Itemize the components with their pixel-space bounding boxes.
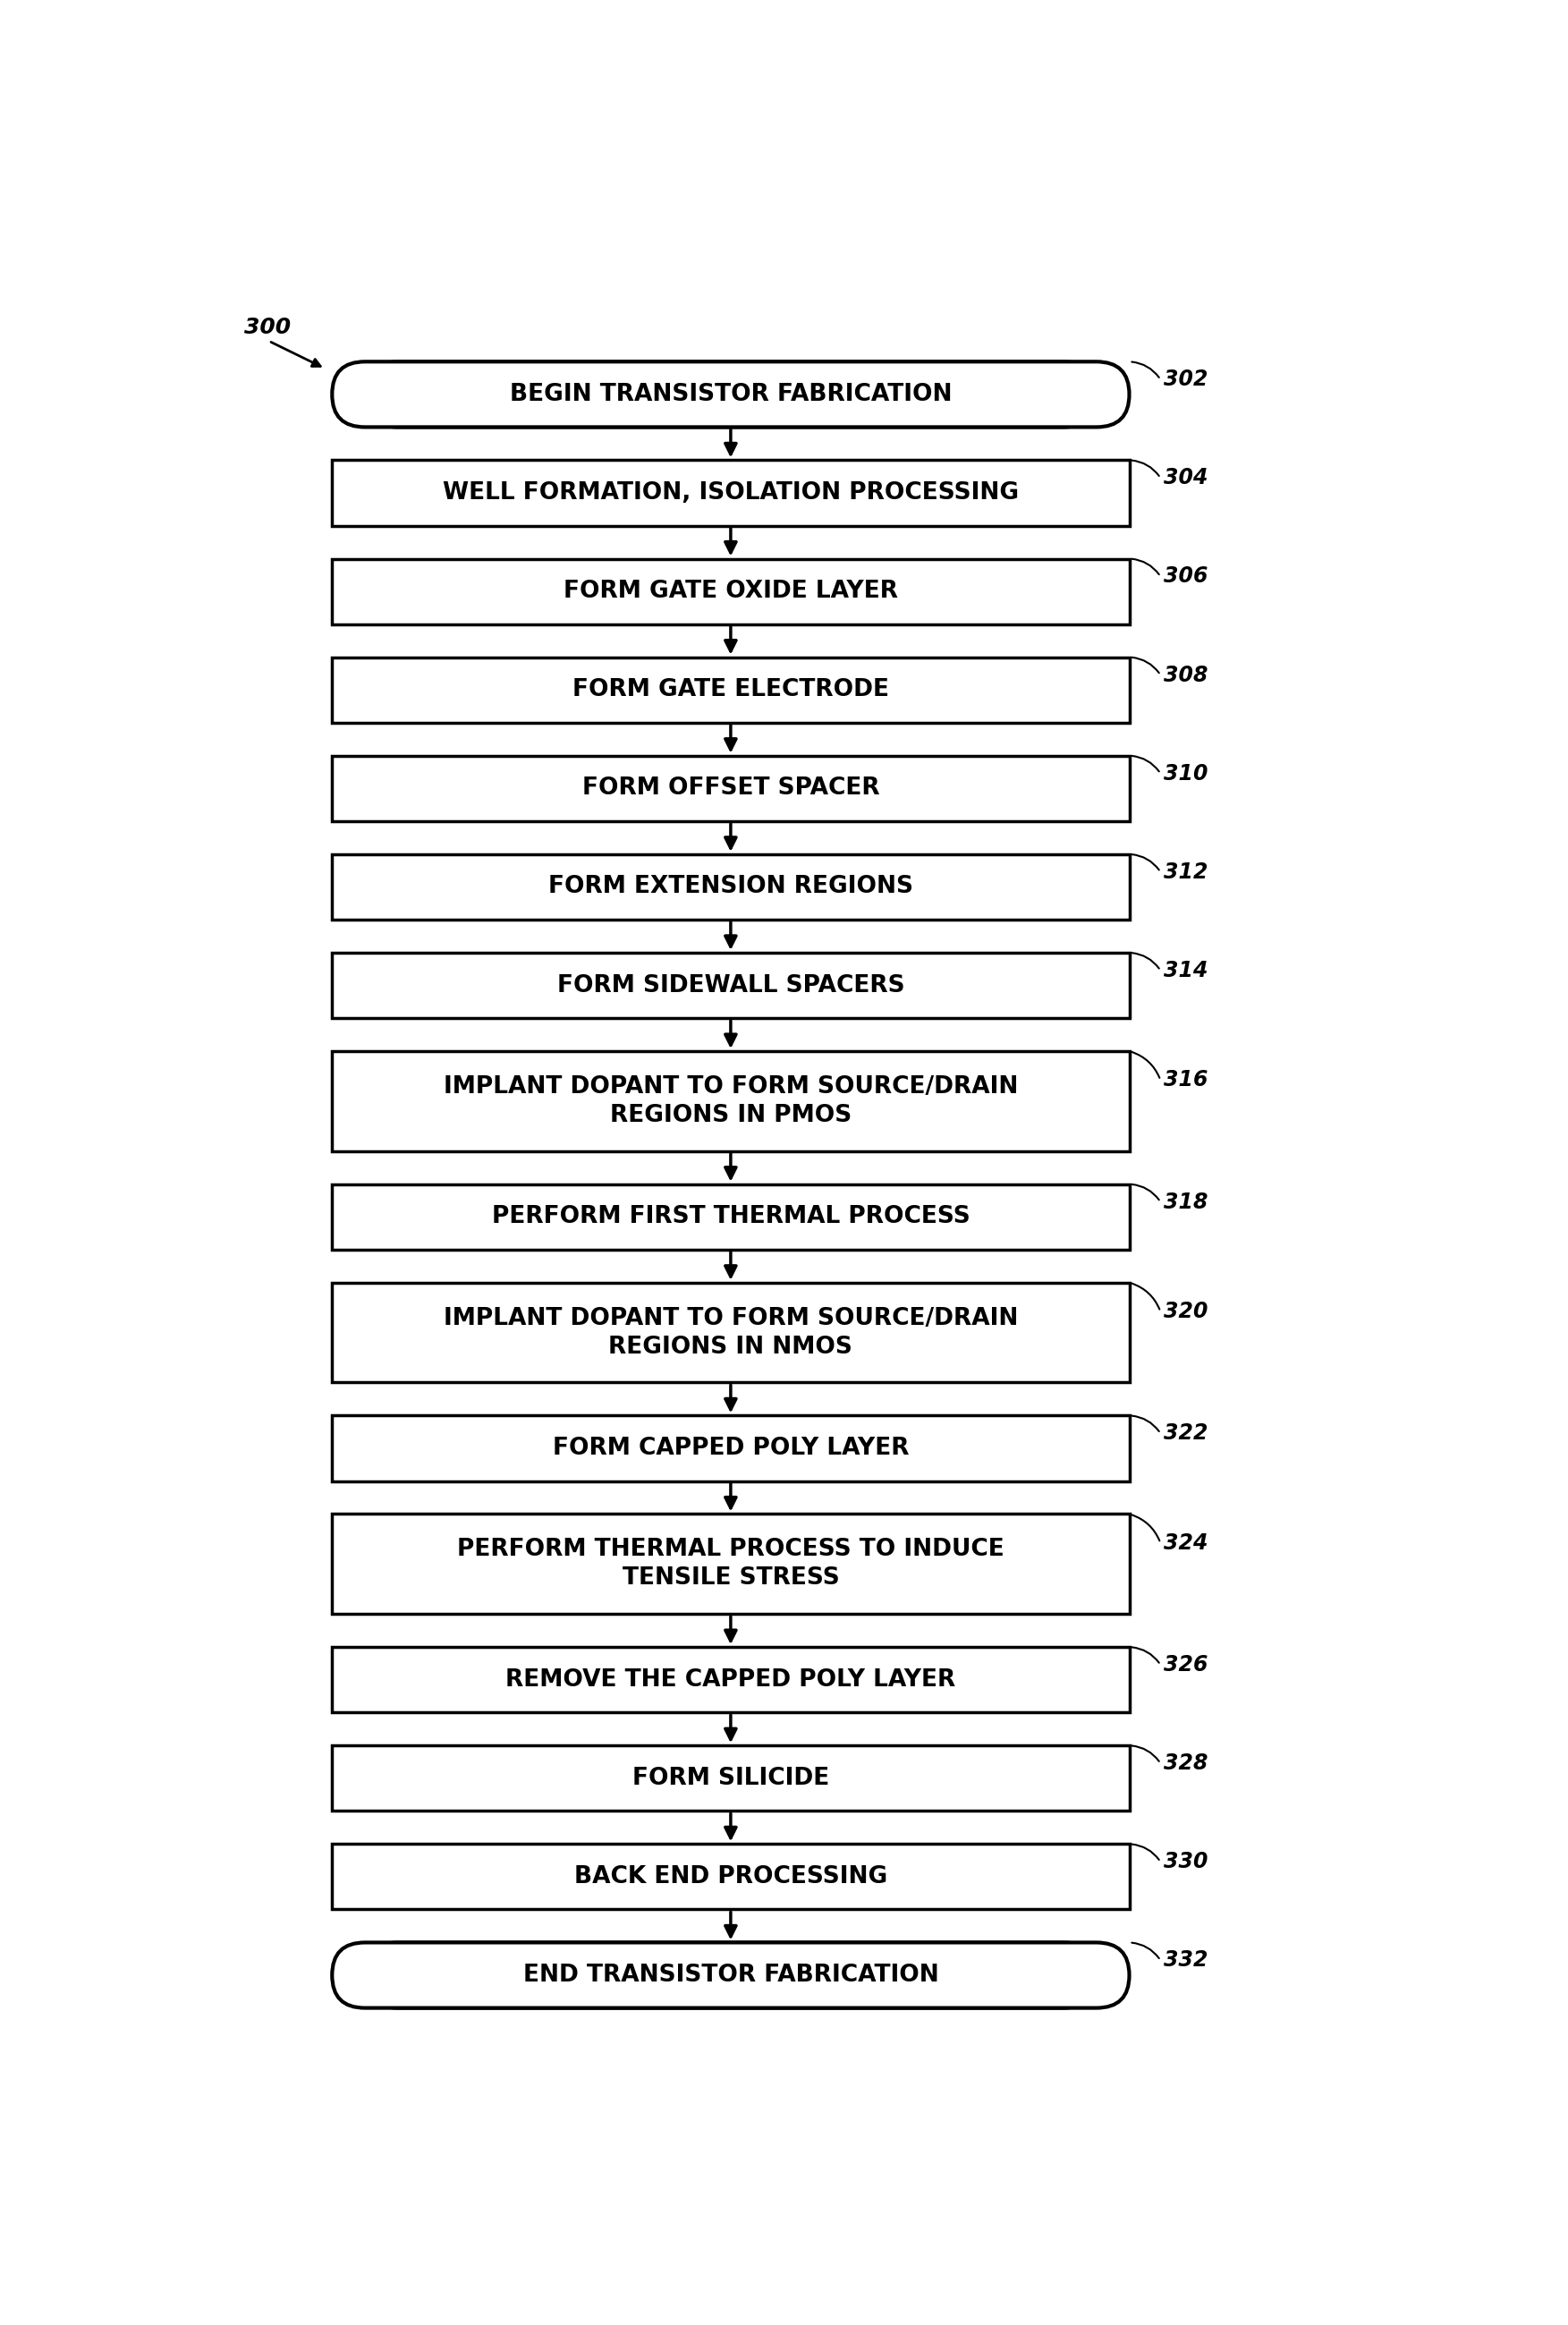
Bar [332,460,1129,525]
Text: END TRANSISTOR FABRICATION: END TRANSISTOR FABRICATION [522,1965,939,1988]
Bar [332,1844,1129,1909]
Bar [332,658,1129,723]
Text: 324: 324 [1163,1532,1209,1553]
FancyBboxPatch shape [365,1941,1096,2009]
Bar [332,853,1129,921]
Bar [332,1051,1129,1151]
Text: REMOVE THE CAPPED POLY LAYER: REMOVE THE CAPPED POLY LAYER [505,1667,956,1690]
Text: IMPLANT DOPANT TO FORM SOURCE/DRAIN
REGIONS IN NMOS: IMPLANT DOPANT TO FORM SOURCE/DRAIN REGI… [444,1307,1018,1358]
Text: FORM SIDEWALL SPACERS: FORM SIDEWALL SPACERS [557,974,905,997]
Text: 302: 302 [1163,370,1209,391]
Text: 320: 320 [1163,1302,1209,1323]
Text: WELL FORMATION, ISOLATION PROCESSING: WELL FORMATION, ISOLATION PROCESSING [442,481,1019,505]
Text: 304: 304 [1163,467,1209,488]
Text: 332: 332 [1163,1951,1209,1972]
FancyBboxPatch shape [332,1941,1129,2009]
Bar [332,953,1129,1018]
Text: 312: 312 [1163,860,1209,884]
Bar [332,558,1129,623]
Text: FORM GATE OXIDE LAYER: FORM GATE OXIDE LAYER [563,579,898,602]
Bar [332,756,1129,821]
FancyBboxPatch shape [332,363,1129,428]
Text: FORM CAPPED POLY LAYER: FORM CAPPED POLY LAYER [552,1437,909,1460]
Bar [332,1746,1129,1811]
Text: BACK END PROCESSING: BACK END PROCESSING [574,1865,887,1888]
Bar [332,1283,1129,1383]
Text: 300: 300 [245,316,292,339]
Text: 330: 330 [1163,1851,1209,1872]
Bar [332,1646,1129,1714]
Text: 316: 316 [1163,1070,1209,1090]
Text: BEGIN TRANSISTOR FABRICATION: BEGIN TRANSISTOR FABRICATION [510,384,952,407]
Text: FORM SILICIDE: FORM SILICIDE [632,1767,829,1790]
FancyBboxPatch shape [365,363,1096,428]
Text: 318: 318 [1163,1190,1209,1214]
Text: 322: 322 [1163,1423,1209,1444]
Bar [332,1183,1129,1249]
Text: 308: 308 [1163,665,1209,686]
Text: 310: 310 [1163,763,1209,784]
Text: PERFORM THERMAL PROCESS TO INDUCE
TENSILE STRESS: PERFORM THERMAL PROCESS TO INDUCE TENSIL… [458,1539,1004,1590]
Text: 326: 326 [1163,1653,1209,1676]
Text: IMPLANT DOPANT TO FORM SOURCE/DRAIN
REGIONS IN PMOS: IMPLANT DOPANT TO FORM SOURCE/DRAIN REGI… [444,1074,1018,1128]
Text: FORM OFFSET SPACER: FORM OFFSET SPACER [582,777,880,800]
Text: FORM EXTENSION REGIONS: FORM EXTENSION REGIONS [549,874,913,897]
Bar [332,1416,1129,1481]
Text: 328: 328 [1163,1753,1209,1774]
Text: 306: 306 [1163,565,1209,588]
Text: PERFORM FIRST THERMAL PROCESS: PERFORM FIRST THERMAL PROCESS [491,1204,971,1228]
Text: FORM GATE ELECTRODE: FORM GATE ELECTRODE [572,679,889,702]
Text: 314: 314 [1163,960,1209,981]
Bar [332,1514,1129,1614]
